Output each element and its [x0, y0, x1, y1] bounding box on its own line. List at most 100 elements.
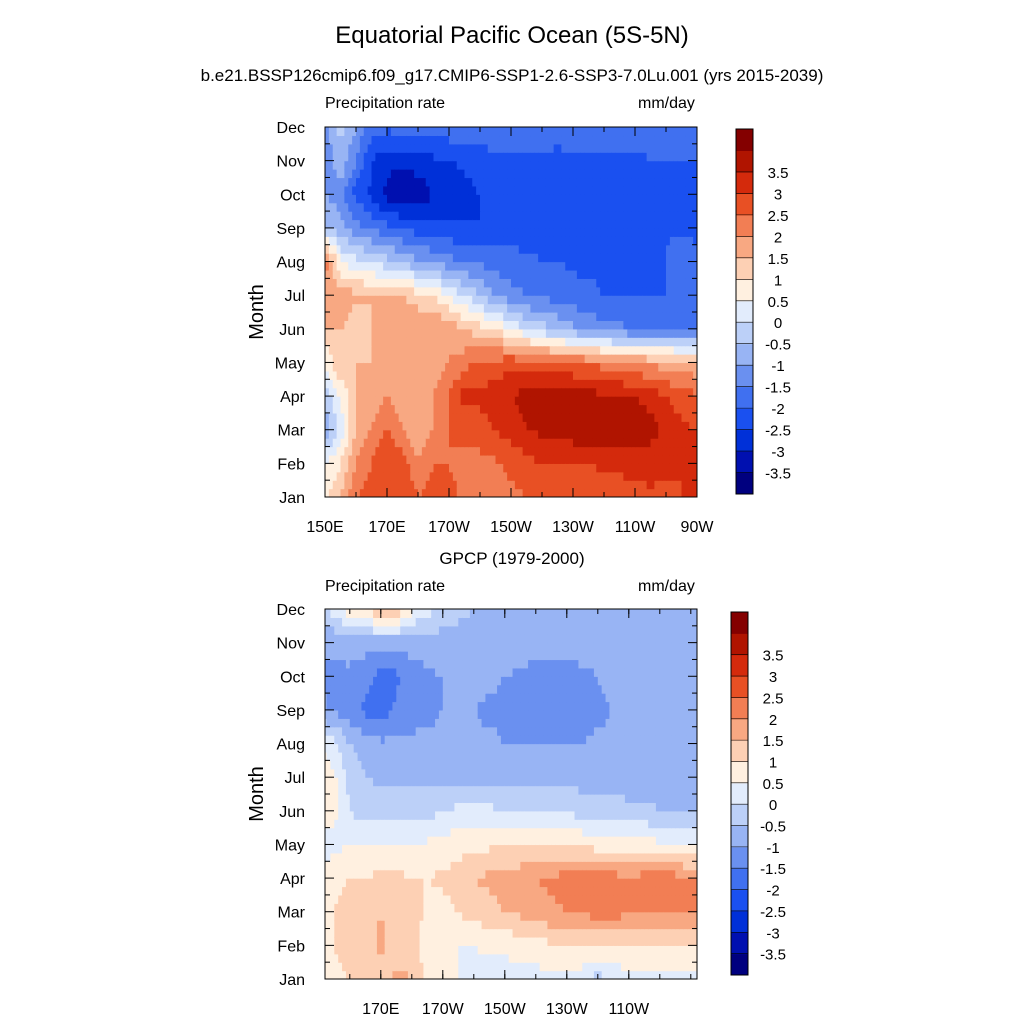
heatmap-cell	[390, 127, 396, 128]
heatmap-cell	[526, 404, 531, 414]
heatmap-cell	[464, 312, 469, 322]
heatmap-cell	[414, 211, 419, 221]
heatmap-cell	[549, 303, 555, 313]
heatmap-cell	[646, 261, 652, 271]
heatmap-cell	[476, 446, 481, 456]
heatmap-cell	[352, 463, 357, 473]
heatmap-cell	[569, 110, 573, 119]
heatmap-cell	[371, 278, 376, 288]
heatmap-cell	[317, 270, 321, 279]
heatmap-cell	[445, 354, 450, 364]
heatmap-cell	[488, 505, 492, 514]
heatmap-cell	[580, 135, 586, 145]
heatmap-cell	[352, 219, 357, 229]
heatmap-cell	[348, 152, 353, 162]
heatmap-cell	[325, 480, 330, 490]
heatmap-cell	[371, 127, 376, 137]
heatmap-cell	[670, 110, 674, 119]
heatmap-cell	[332, 160, 338, 170]
heatmap-cell	[677, 337, 683, 347]
heatmap-cell	[538, 185, 543, 195]
heatmap-cell	[681, 362, 686, 372]
heatmap-cell	[635, 396, 640, 406]
heatmap-cell	[635, 320, 640, 330]
heatmap-cell	[545, 446, 551, 456]
heatmap-cell	[460, 211, 466, 221]
heatmap-cell	[580, 421, 586, 431]
heatmap-cell	[383, 379, 388, 389]
heatmap-cell	[666, 370, 671, 380]
heatmap-cell	[348, 412, 353, 422]
heatmap-cell	[584, 177, 590, 187]
heatmap-cell	[496, 497, 500, 506]
heatmap-cell	[483, 328, 489, 338]
heatmap-cell	[511, 169, 516, 179]
heatmap-cell	[654, 185, 659, 195]
heatmap-cell	[600, 471, 605, 481]
heatmap-cell	[596, 303, 601, 313]
heatmap-cell	[456, 286, 462, 296]
heatmap-cell	[592, 227, 597, 237]
heatmap-cell	[383, 337, 388, 347]
heatmap-cell	[538, 471, 543, 481]
heatmap-cell	[615, 185, 621, 195]
heatmap-cell	[596, 135, 601, 145]
heatmap-cell	[332, 480, 338, 490]
heatmap-cell	[697, 135, 701, 144]
heatmap-cell	[514, 160, 520, 170]
x-tick-label: 90W	[681, 519, 715, 536]
heatmap-cell	[514, 169, 520, 179]
heatmap-cell	[635, 429, 640, 439]
heatmap-cell	[452, 488, 458, 497]
heatmap-cell	[685, 320, 690, 330]
heatmap-cell	[662, 261, 667, 271]
heatmap-cell	[561, 278, 566, 288]
heatmap-cell	[410, 312, 415, 322]
heatmap-cell	[387, 253, 392, 263]
heatmap-cell	[635, 127, 640, 137]
heatmap-cell	[317, 337, 321, 346]
heatmap-cell	[406, 227, 411, 237]
heatmap-cell	[383, 295, 388, 305]
heatmap-cell	[429, 303, 435, 313]
heatmap-cell	[394, 454, 400, 464]
heatmap-cell	[565, 370, 570, 380]
heatmap-cell	[398, 379, 404, 389]
heatmap-cell	[673, 404, 679, 414]
heatmap-cell	[398, 412, 404, 422]
heatmap-cell	[615, 404, 621, 414]
heatmap-cell	[433, 446, 438, 456]
heatmap-cell	[545, 421, 551, 431]
heatmap-cell	[658, 169, 663, 179]
heatmap-cell	[631, 438, 636, 448]
heatmap-cell	[511, 194, 516, 204]
heatmap-cell	[487, 160, 493, 170]
heatmap-cell	[573, 169, 578, 179]
heatmap-cell	[615, 286, 621, 296]
heatmap-cell	[658, 379, 663, 389]
heatmap-cell	[480, 278, 485, 288]
heatmap-cell	[514, 261, 520, 271]
heatmap-cell	[433, 160, 438, 170]
heatmap-cell	[518, 320, 524, 330]
heatmap-cell	[635, 202, 640, 212]
heatmap-cell	[654, 227, 659, 237]
heatmap-cell	[576, 143, 582, 153]
heatmap-cell	[383, 396, 388, 406]
heatmap-cell	[472, 244, 477, 254]
heatmap-cell	[383, 160, 388, 170]
heatmap-cell	[588, 211, 593, 221]
heatmap-cell	[507, 429, 512, 439]
heatmap-cell	[666, 412, 671, 422]
heatmap-cell	[433, 345, 438, 355]
heatmap-cell	[449, 211, 454, 221]
heatmap-cell	[402, 337, 407, 347]
heatmap-cell	[348, 295, 353, 305]
heatmap-cell	[596, 429, 601, 439]
heatmap-cell	[623, 328, 628, 338]
heatmap-cell	[472, 286, 477, 296]
heatmap-cell	[565, 227, 570, 237]
heatmap-cell	[646, 488, 652, 497]
heatmap-cell	[627, 278, 632, 288]
heatmap-cell	[363, 312, 369, 322]
